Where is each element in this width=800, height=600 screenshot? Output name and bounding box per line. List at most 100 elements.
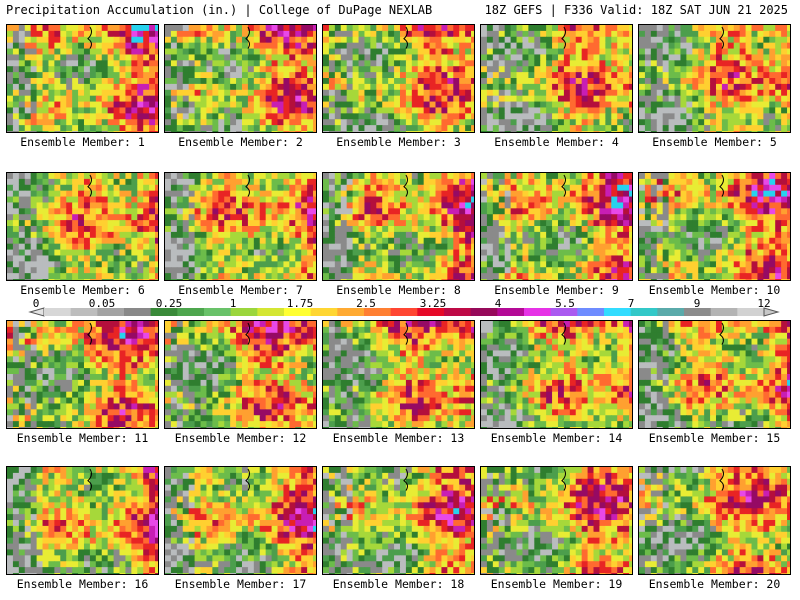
precip-cell (78, 30, 85, 38)
precip-cell (745, 202, 753, 209)
precip-cell (441, 72, 448, 79)
precip-cell (581, 196, 589, 204)
precip-cell (593, 279, 601, 280)
precip-cell (715, 42, 723, 50)
precip-cell (236, 243, 243, 251)
precip-cell (283, 48, 290, 56)
precip-cell (170, 243, 178, 251)
precip-cell (323, 25, 330, 32)
precip-cell (727, 54, 735, 61)
precip-cell (516, 220, 524, 227)
precip-cell (107, 113, 115, 120)
precip-cell (36, 125, 44, 132)
precip-cell (259, 226, 267, 233)
precip-cell (89, 66, 97, 73)
precip-cell (119, 255, 127, 262)
precip-cell (119, 25, 127, 32)
precip-cell (125, 261, 132, 268)
precip-cell (60, 202, 67, 209)
precip-cell (763, 89, 770, 97)
precip-cell (510, 78, 518, 85)
precip-cell (12, 249, 20, 257)
precip-cell (781, 25, 788, 32)
precip-cell (650, 95, 658, 103)
precip-cell (680, 208, 687, 215)
precip-cell (113, 66, 121, 73)
precip-cell (557, 243, 565, 251)
precip-cell (170, 95, 178, 103)
precip-cell (593, 178, 601, 186)
precip-cell (710, 173, 717, 180)
precip-cell (540, 25, 547, 32)
precip-cell (656, 279, 664, 280)
precip-cell (423, 89, 431, 97)
precip-cell (24, 184, 32, 192)
precip-cell (382, 107, 389, 114)
precip-cell (253, 243, 261, 251)
precip-cell (340, 173, 348, 180)
precip-cell (745, 72, 753, 79)
precip-cell (340, 208, 348, 215)
precip-cell (710, 243, 717, 251)
precip-cell (54, 66, 61, 73)
precip-cell (593, 72, 601, 79)
precip-cell (534, 273, 541, 280)
precip-cell (399, 113, 407, 120)
precip-cell (271, 273, 279, 280)
precip-cell (644, 237, 652, 245)
precip-cell (24, 48, 32, 56)
precip-cell (546, 83, 553, 91)
precip-cell (295, 60, 302, 67)
precip-cell (149, 119, 156, 126)
precip-cell (194, 231, 202, 239)
precip-cell (382, 249, 389, 257)
precip-cell (346, 131, 354, 132)
precip-cell (751, 237, 759, 245)
precip-cell (358, 95, 366, 103)
precip-cell (394, 202, 401, 209)
precip-cell (352, 267, 360, 274)
precip-cell (481, 119, 488, 126)
precip-cell (334, 190, 342, 198)
precip-cell (224, 125, 231, 132)
precip-cell (328, 202, 336, 209)
precip-cell (188, 214, 196, 221)
precip-cell (42, 119, 50, 126)
precip-cell (155, 279, 158, 280)
precip-cell (323, 113, 330, 120)
precip-cell (283, 30, 290, 38)
precip-cell (534, 208, 541, 215)
precip-cell (194, 113, 202, 120)
precip-cell (48, 72, 55, 79)
precip-cell (593, 42, 601, 50)
precip-cell (617, 36, 624, 44)
precip-cell (188, 125, 196, 132)
precip-cell (165, 178, 172, 186)
precip-cell (481, 226, 488, 233)
precip-cell (492, 42, 500, 50)
precip-cell (715, 89, 723, 97)
precip-cell (757, 42, 764, 50)
precip-cell (405, 25, 413, 32)
precip-cell (557, 237, 565, 245)
precip-cell (405, 220, 413, 227)
precip-cell (781, 196, 788, 204)
precip-cell (212, 89, 219, 97)
precip-cell (715, 36, 723, 44)
precip-cell (301, 48, 308, 56)
precip-cell (674, 237, 682, 245)
precip-cell (212, 107, 219, 114)
precip-cell (48, 226, 55, 233)
precip-cell (781, 54, 788, 61)
precip-cell (593, 261, 601, 268)
precip-cell (435, 83, 443, 91)
precip-cell (334, 119, 342, 126)
precip-cell (680, 184, 687, 192)
precip-cell (733, 243, 741, 251)
precip-cell (510, 30, 518, 38)
precip-cell (307, 131, 314, 132)
precip-cell (101, 107, 109, 114)
precip-cell (170, 226, 178, 233)
precip-cell (686, 42, 693, 50)
precip-cell (149, 66, 156, 73)
